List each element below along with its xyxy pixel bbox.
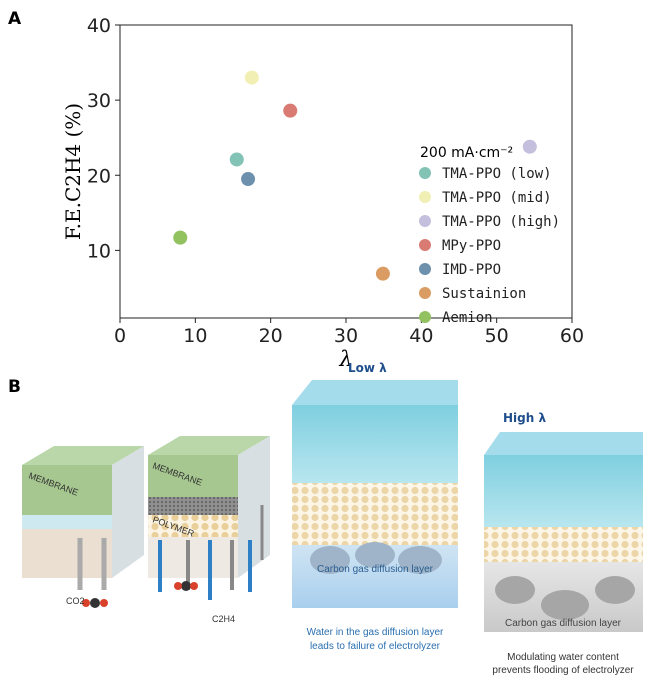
high-lambda-label: High λ [503,411,546,425]
point [241,172,255,186]
legend-marker [419,167,431,179]
y-tick-label: 10 [87,240,111,262]
gdl-label: Carbon gas diffusion layer [317,564,434,575]
molecule [90,598,100,608]
legend-marker [419,311,431,323]
legend-marker [419,239,431,251]
legend-marker [419,215,431,227]
legend-label: TMA-PPO (high) [442,214,560,230]
point [283,104,297,118]
caption: leads to failure of electrolyzer [310,641,441,652]
point [523,140,537,154]
block-top [484,432,643,455]
point [230,152,244,166]
molecule [174,582,182,590]
water-layer [22,515,112,529]
molecule [100,599,108,607]
catalyst-layer [484,527,643,562]
legend-label: MPy-PPO [442,238,501,254]
legend-marker [419,287,431,299]
legend-marker [419,263,431,275]
x-tick-label: 10 [183,325,207,347]
x-tick-label: 0 [114,325,126,347]
molecule [181,581,191,591]
caption: Water in the gas diffusion layer [307,627,444,638]
illustration: B MEMBRANE CO2 MEMBRANE POLYMER C2H4 Low… [8,361,643,676]
panel-label: A [8,9,22,29]
c2h4-label: C2H4 [212,614,235,624]
carbon-particle [495,576,535,604]
x-tick-label: 40 [409,325,433,347]
legend-label: TMA-PPO (mid) [442,190,552,206]
figure: A 010203040506010203040λF.E.C2H4 (%)200 … [0,0,649,677]
legend-label: IMD-PPO [442,262,501,278]
molecule [190,582,198,590]
co2-label: CO2 [66,596,85,606]
polymer-layer [148,497,238,515]
legend-label: Sustainion [442,286,526,302]
legend-marker [419,191,431,203]
block-top [292,380,458,405]
legend-label: TMA-PPO (low) [442,166,552,182]
water-layer [484,455,643,527]
carbon-particle [541,590,589,620]
point [245,71,259,85]
block-side [112,446,144,578]
panel-label: B [8,377,21,397]
block-side [238,436,270,578]
x-tick-label: 20 [259,325,283,347]
y-tick-label: 20 [87,165,111,187]
point [173,231,187,245]
legend-title: 200 mA·cm⁻² [420,145,513,161]
caption: prevents flooding of electrolyzer [492,665,634,676]
caption: Modulating water content [507,652,619,663]
y-tick-label: 30 [87,90,111,112]
gdl-label: Carbon gas diffusion layer [505,618,622,629]
y-axis-label: F.E.C2H4 (%) [61,103,85,240]
low-lambda-label: Low λ [348,361,387,375]
water-layer [292,405,458,483]
carbon-particle [595,576,635,604]
x-tick-label: 30 [334,325,358,347]
x-tick-label: 60 [560,325,584,347]
legend-label: Aemion [442,310,493,326]
point [376,267,390,281]
catalyst-layer [292,483,458,545]
x-tick-label: 50 [485,325,509,347]
y-tick-label: 40 [87,15,111,37]
